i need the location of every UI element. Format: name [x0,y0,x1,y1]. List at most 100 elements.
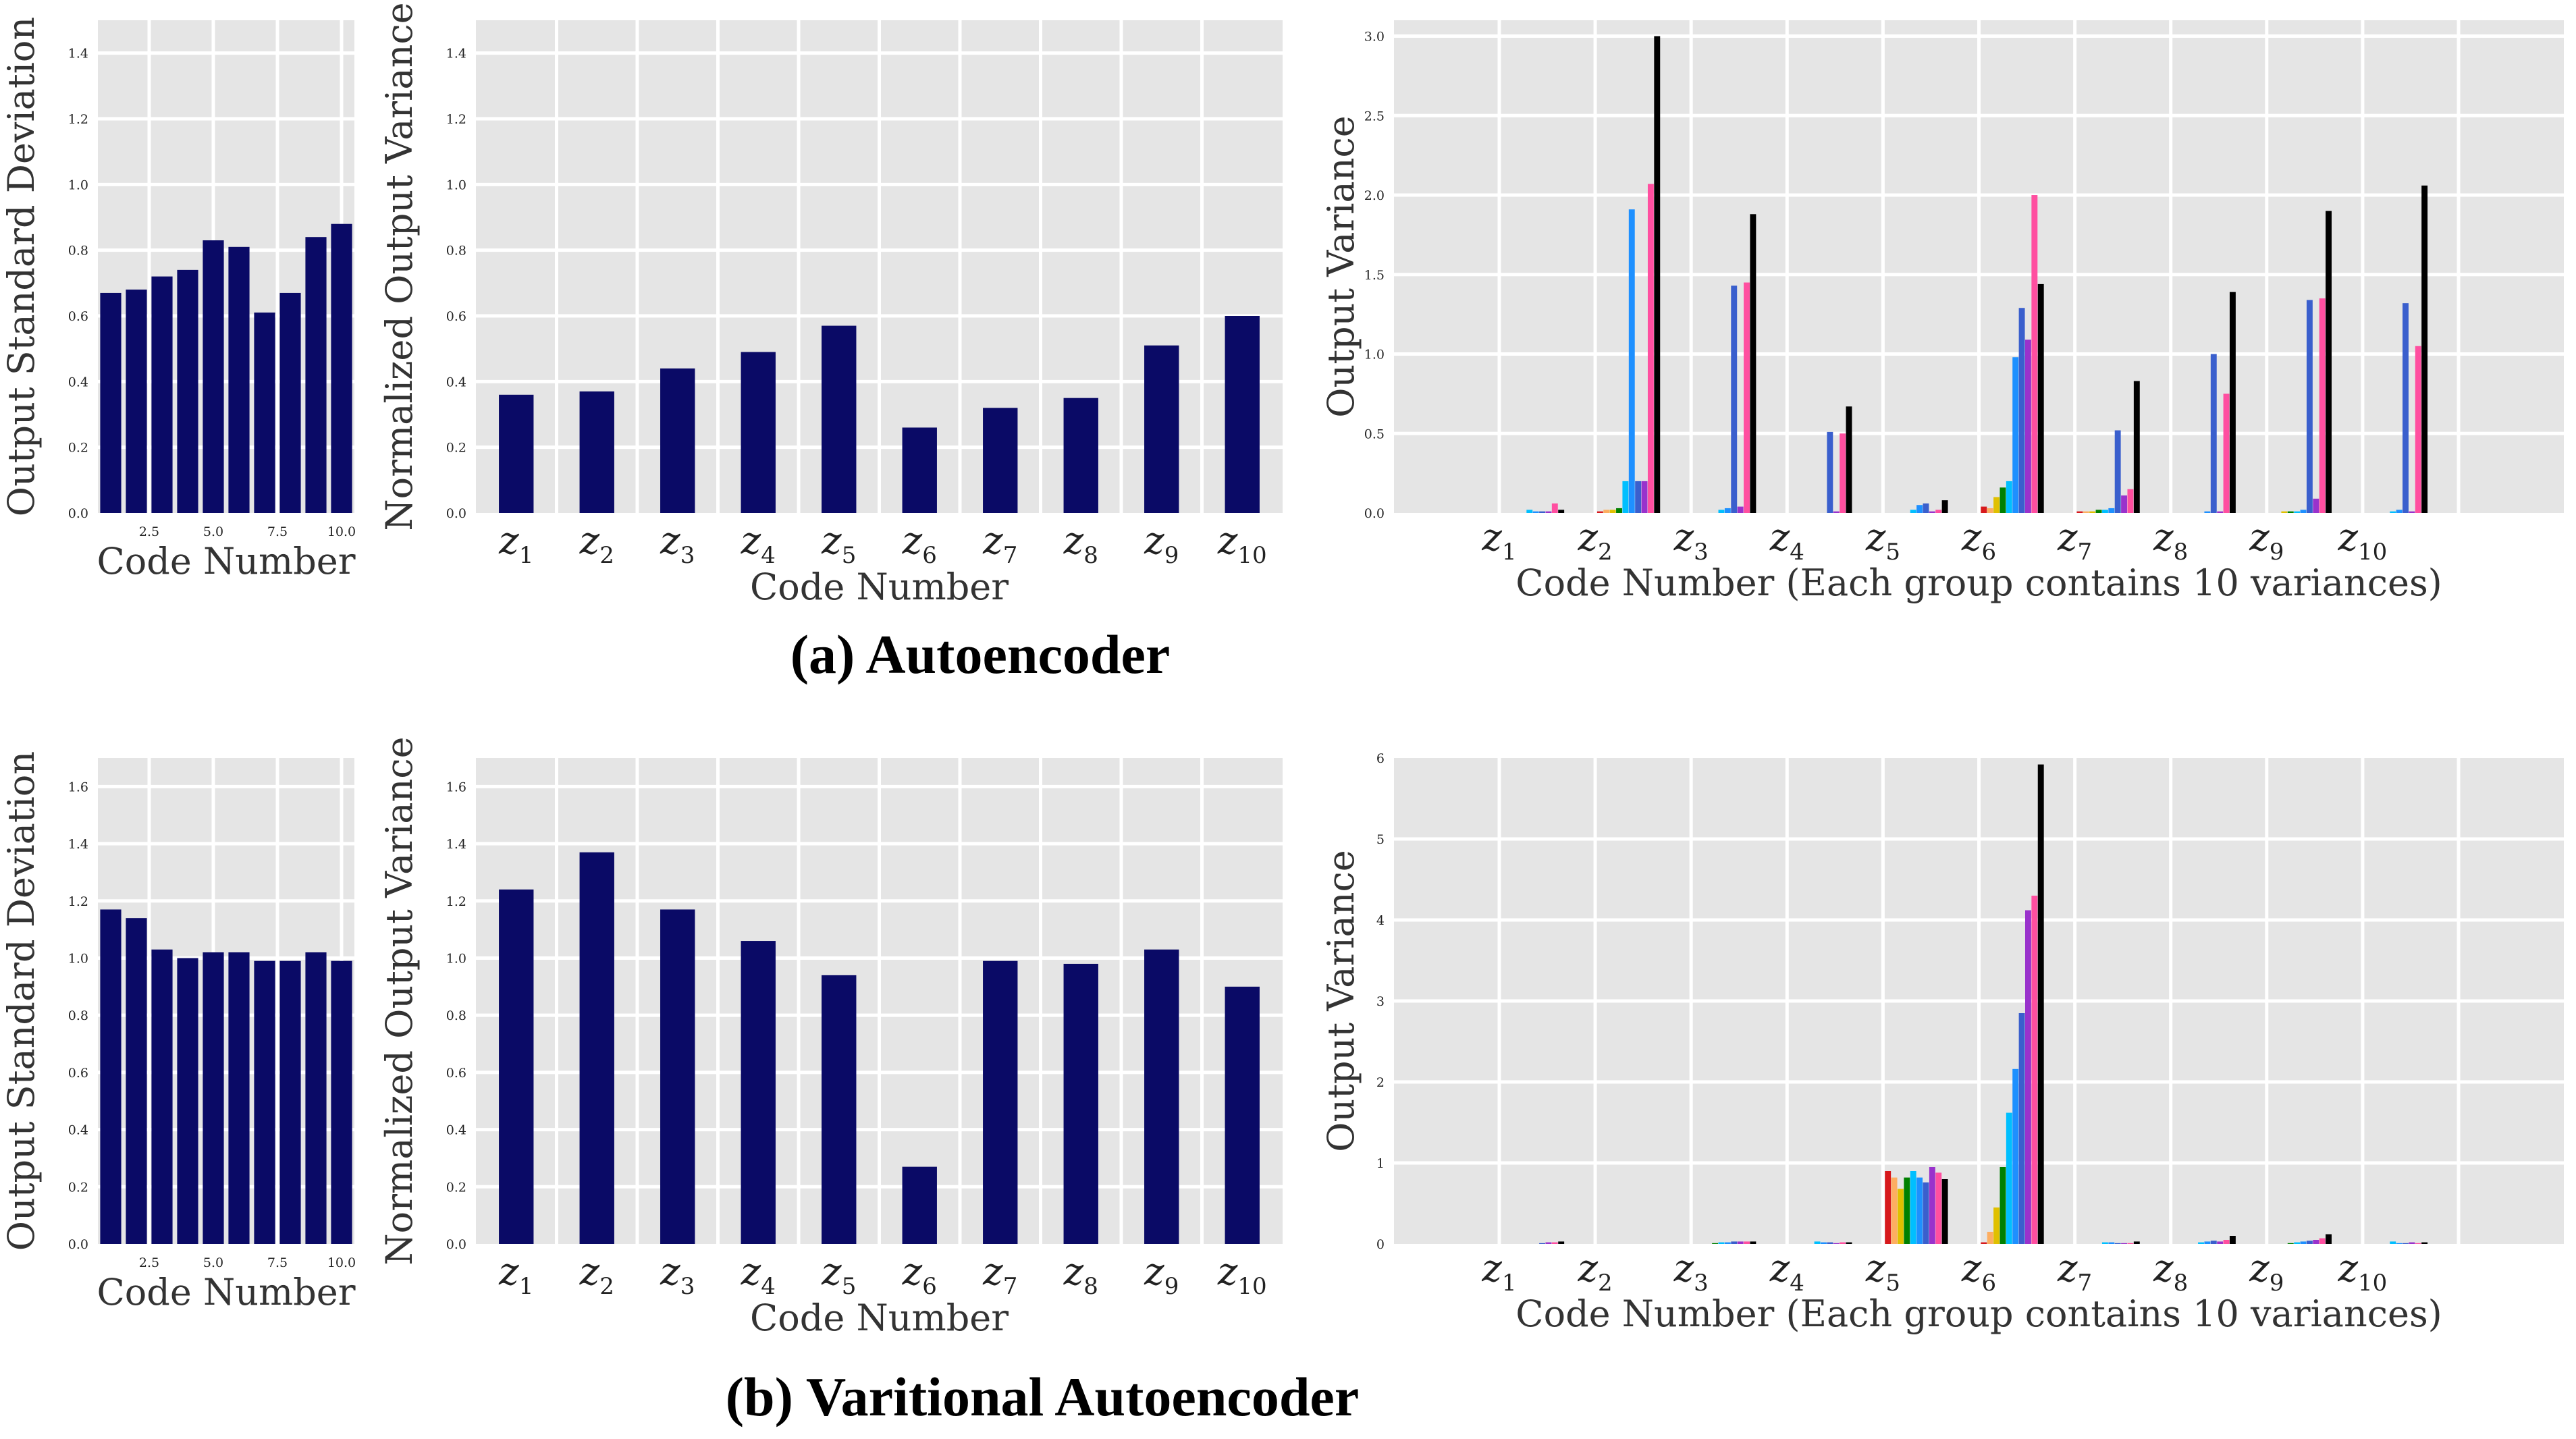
group-bar [2300,510,2307,513]
group-bar [2108,508,2115,513]
x-tick-label: z9 [2249,1247,2284,1297]
group-bar [2095,510,2102,513]
x-tick-label: z5 [1865,1247,1900,1297]
group-bar [1885,1171,1891,1244]
bar [1225,316,1260,513]
y-tick-label: 0.8 [68,244,88,259]
group-bar [2313,1240,2319,1244]
y-tick-label: 0.4 [68,1123,88,1138]
x-tick-label: 7.5 [267,524,288,539]
y-tick-label: 5 [1376,832,1385,847]
group-bar [1916,1177,1923,1244]
y-tick-label: 1.5 [1364,268,1385,283]
y-tick-label: 0.0 [446,1237,466,1252]
x-tick-label: z1 [498,1250,533,1300]
group-bar [2204,1241,2211,1244]
group-bar [1609,510,1616,513]
bar [151,949,173,1244]
group-bar [1744,282,1750,513]
group-bar [1833,1243,1840,1244]
y-tick-label: 0.6 [446,309,466,324]
bar [126,918,147,1244]
bar [100,909,122,1244]
x-tick-label: z4 [1769,516,1804,566]
group-bar [1558,1241,1565,1244]
bar [1063,398,1098,513]
group-bar [1718,510,1725,513]
group-bar [1987,1232,1993,1244]
bar [1144,345,1179,513]
y-tick-label: 1.4 [446,837,466,852]
x-tick-label: z2 [1577,1247,1612,1297]
y-tick-label: 1.0 [446,178,466,192]
group-bar [2300,1241,2307,1244]
x-axis-label: Code Number [97,540,355,582]
group-bar [1596,511,1603,513]
group-bar [2421,1242,2428,1244]
group-bar [1833,511,1840,513]
group-bar [2415,346,2421,513]
x-tick-label: z4 [741,519,776,569]
group-bar [2101,1242,2108,1244]
group-bar [1897,1189,1904,1244]
y-axis-label: Output Standard Deviation [0,751,43,1251]
y-tick-label: 2 [1376,1075,1385,1090]
group-bar [1539,1243,1545,1244]
group-bar [1827,1242,1833,1244]
bar [305,237,327,513]
group-bar [2287,1243,2294,1244]
group-bar [2409,1242,2415,1244]
chart-a2-normalized-variance: 0.0 0.2 0.4 0.6 0.8 1.0 1.2 1.4 Normalized Outpu… [378,2,1283,608]
group-bar [1840,433,1846,513]
x-tick-label: z9 [1144,519,1179,569]
group-bar [1532,511,1539,513]
y-tick-label: 1.0 [68,951,88,966]
group-bar [2313,498,2319,513]
group-bar [1718,1242,1725,1244]
bar [579,852,614,1244]
bar [660,368,695,513]
group-bar [2281,511,2288,513]
x-tick-label: 7.5 [267,1255,288,1270]
group-bar [1827,431,1833,513]
y-tick-label: 0.4 [446,1123,466,1138]
group-bar [2031,896,2038,1244]
y-tick-label: 0.4 [446,375,466,389]
group-bar [1987,508,1993,513]
bar [983,408,1018,513]
group-bar [1724,508,1731,513]
group-bar [2210,354,2217,513]
group-bar [2421,185,2428,513]
group-bar [2229,1236,2236,1244]
bar [822,975,857,1244]
group-bar [1941,1179,1948,1244]
caption-a: (a) Autoencoder [790,624,1171,685]
group-bar [2114,430,2121,513]
bar [822,325,857,513]
group-bar [2121,1243,2128,1244]
group-bar [1821,1242,1827,1244]
group-bar [1545,511,1552,513]
group-bar [2415,1243,2421,1244]
group-bar [1891,1177,1898,1244]
y-tick-label: 1.4 [68,837,88,852]
y-tick-label: 0.4 [68,375,88,389]
group-bar [2326,1234,2332,1244]
x-tick-label: 2.5 [139,1255,159,1270]
chart-b3-grouped-variance: 0 1 2 3 4 5 6 Output Variance z1 z2 z3 z4 z5 z6 z7 z8 z9… [1320,751,2564,1335]
group-bar [2306,300,2313,513]
group-bar [2287,511,2294,513]
group-bar [1846,1242,1852,1244]
bar [983,960,1018,1244]
bar [1225,986,1260,1244]
group-bar [1846,406,1852,513]
group-bar [2006,1112,2012,1244]
group-bar [2089,511,2096,513]
group-bar [1981,1242,1987,1244]
y-tick-label: 0 [1376,1237,1385,1252]
group-bar [1545,1242,1552,1244]
group-bar [2294,511,2301,513]
y-tick-label: 2.0 [1364,188,1385,203]
group-bar [1744,1241,1750,1244]
group-bar [1923,503,1929,513]
